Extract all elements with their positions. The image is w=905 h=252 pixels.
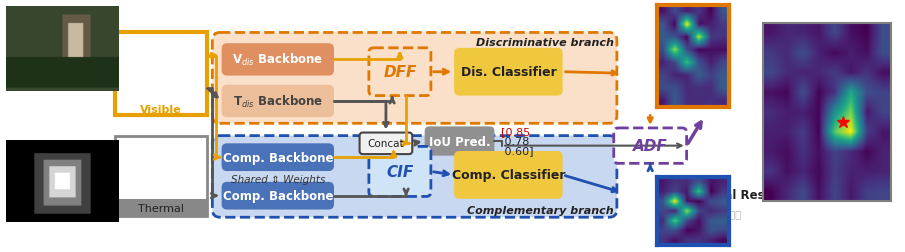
Text: 0.60]: 0.60] (500, 145, 533, 155)
FancyBboxPatch shape (454, 49, 563, 96)
FancyBboxPatch shape (369, 147, 431, 197)
Bar (116, 199, 207, 216)
Text: Complementary branch: Complementary branch (467, 205, 614, 215)
Text: Discriminative branch: Discriminative branch (476, 38, 614, 47)
FancyBboxPatch shape (454, 151, 563, 199)
FancyBboxPatch shape (614, 129, 687, 164)
Text: Comp. Classifier: Comp. Classifier (452, 169, 565, 182)
Text: Dis. Classifier: Dis. Classifier (461, 66, 557, 79)
FancyBboxPatch shape (369, 49, 431, 96)
Bar (116, 33, 207, 115)
Text: Comp. Backbone: Comp. Backbone (223, 151, 333, 164)
FancyBboxPatch shape (424, 127, 494, 156)
FancyBboxPatch shape (222, 182, 334, 210)
Bar (116, 136, 207, 216)
Text: Comp. Backbone: Comp. Backbone (223, 190, 333, 202)
FancyBboxPatch shape (359, 133, 413, 154)
Text: CIF: CIF (386, 164, 414, 179)
Text: [0.85: [0.85 (500, 127, 529, 137)
FancyBboxPatch shape (222, 44, 334, 76)
Text: Visible: Visible (140, 104, 182, 114)
Text: Shared ⇕ Weights: Shared ⇕ Weights (231, 174, 325, 184)
Text: V$_{dis}$ Backbone: V$_{dis}$ Backbone (233, 52, 323, 68)
Text: T$_{dis}$ Backbone: T$_{dis}$ Backbone (233, 93, 323, 110)
FancyBboxPatch shape (222, 85, 334, 118)
Text: IoU Pred.: IoU Pred. (429, 135, 491, 148)
Text: 0.78: 0.78 (500, 136, 529, 146)
Text: ADF: ADF (633, 139, 668, 153)
FancyBboxPatch shape (222, 144, 334, 171)
Text: DFF: DFF (383, 65, 416, 80)
Text: Concat: Concat (367, 139, 405, 149)
FancyBboxPatch shape (213, 33, 617, 124)
Text: R$_c$: R$_c$ (627, 168, 642, 181)
FancyBboxPatch shape (213, 136, 617, 217)
Text: R$_d$: R$_d$ (627, 36, 643, 49)
Text: Final Response: Final Response (704, 189, 805, 202)
Text: Thermal: Thermal (138, 203, 185, 213)
Text: CSDN @zz的大穗禾: CSDN @zz的大穗禾 (662, 208, 742, 218)
